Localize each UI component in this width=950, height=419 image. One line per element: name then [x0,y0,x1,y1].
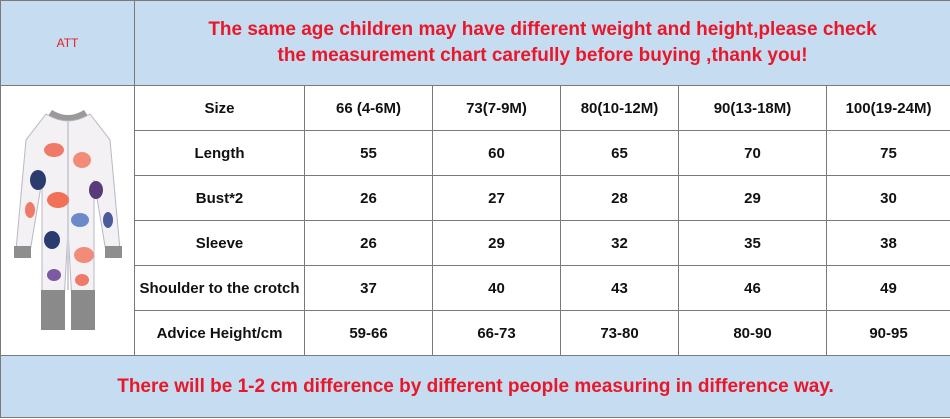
table-cell: 32 [560,220,679,266]
table-row: Shoulder to the crotch 37 40 43 46 49 [1,265,950,311]
table-cell: 49 [825,265,950,311]
table-row: Length 55 60 65 70 75 [1,130,950,176]
table-cell: 75 [825,130,950,176]
table-row: Size 66 (4-6M) 73(7-9M) 80(10-12M) 90(13… [0,85,950,356]
row-label-bust: Bust*2 [134,175,305,221]
table-cell: 26 [304,175,433,221]
column-header-100: 100(19-24M) [825,85,950,131]
row-label-shoulder-to-crotch: Shoulder to the crotch [134,265,305,311]
table-cell: 30 [825,175,950,221]
table-row: Advice Height/cm 59-66 66-73 73-80 80-90… [1,310,950,356]
romper-image [13,110,122,330]
table-cell: 66-73 [432,310,561,356]
table-cell: 60 [432,130,561,176]
table-cell: 70 [678,130,827,176]
table-cell: 80-90 [678,310,827,356]
table-row: Bust*2 26 27 28 29 30 [1,175,950,221]
column-header-size: Size [134,85,305,131]
footer-notice: There will be 1-2 cm difference by diffe… [0,355,950,418]
column-header-80: 80(10-12M) [560,85,679,131]
table-cell: 37 [304,265,433,311]
table-cell: 73-80 [560,310,679,356]
notice-banner: The same age children may have different… [133,0,950,86]
product-photo [0,85,135,356]
table-cell: 27 [432,175,561,221]
table-cell: 65 [560,130,679,176]
table-cell: 28 [560,175,679,221]
table-cell: 29 [678,175,827,221]
table-cell: 29 [432,220,561,266]
column-header-73: 73(7-9M) [432,85,561,131]
notice-line-2: the measurement chart carefully before b… [277,45,808,66]
table-cell: 43 [560,265,679,311]
table-cell: 90-95 [825,310,950,356]
table-cell: 35 [678,220,827,266]
table-cell: 46 [678,265,827,311]
header-banner-row: ATT The same age children may have diffe… [0,0,950,86]
table-cell: 55 [304,130,433,176]
column-header-90: 90(13-18M) [678,85,827,131]
table-cell: 26 [304,220,433,266]
footer-row: There will be 1-2 cm difference by diffe… [0,355,950,418]
notice-line-1: The same age children may have different… [208,19,877,40]
table-cell: 40 [432,265,561,311]
row-label-length: Length [134,130,305,176]
att-label: ATT [0,0,135,86]
table-cell: 38 [825,220,950,266]
table-cell: 59-66 [304,310,433,356]
table-row: Sleeve 26 29 32 35 38 [1,220,950,266]
row-label-sleeve: Sleeve [134,220,305,266]
column-header-66: 66 (4-6M) [304,85,433,131]
row-label-advice-height: Advice Height/cm [134,310,305,356]
